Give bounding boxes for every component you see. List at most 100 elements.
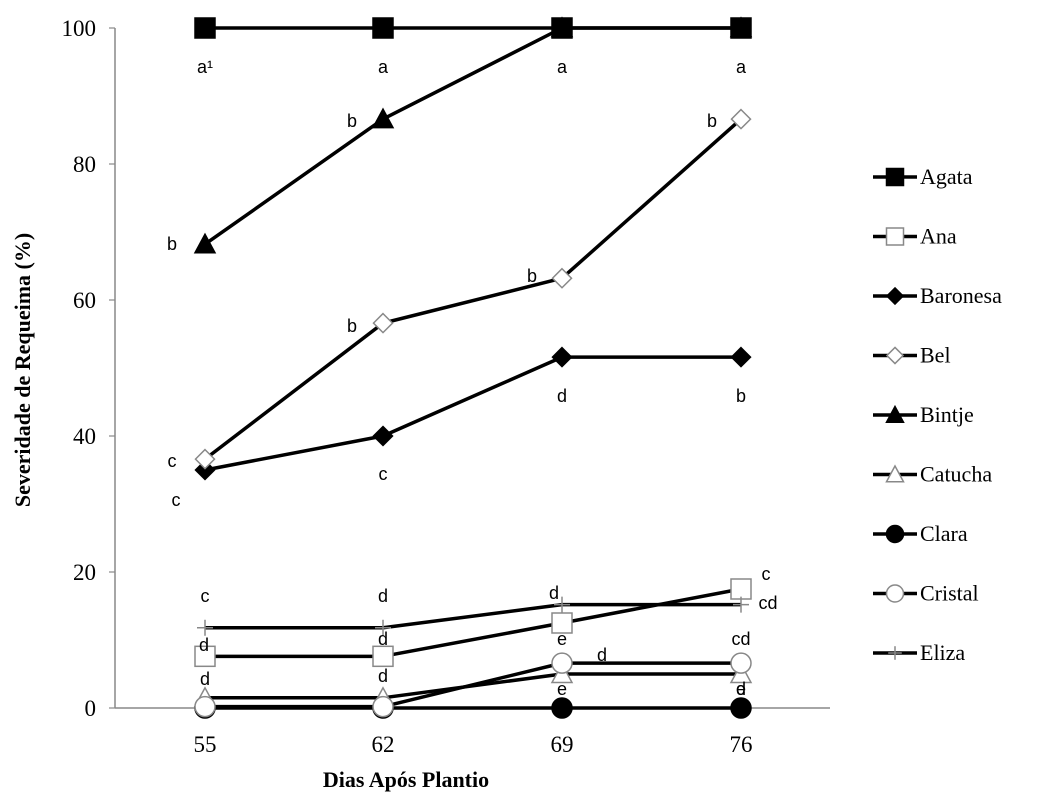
significance-letter: e bbox=[557, 629, 567, 649]
y-tick-label: 0 bbox=[85, 696, 97, 721]
data-point bbox=[372, 645, 394, 668]
data-point bbox=[729, 16, 753, 38]
legend-item-clara: Clara bbox=[873, 521, 968, 546]
data-point bbox=[730, 578, 752, 600]
legend-label: Cristal bbox=[920, 581, 979, 606]
legend-item-bel: Bel bbox=[873, 343, 951, 368]
legend-label: Agata bbox=[920, 164, 973, 189]
significance-letter: b bbox=[707, 111, 717, 131]
legend-marker bbox=[888, 646, 902, 660]
significance-letter: d bbox=[736, 679, 746, 699]
series-line bbox=[205, 661, 741, 709]
legend-label: Clara bbox=[920, 521, 968, 546]
data-point bbox=[372, 312, 394, 334]
significance-letter: d bbox=[597, 645, 607, 665]
x-ticks: 55 62 69 76 bbox=[194, 732, 753, 757]
significance-letter: d bbox=[378, 629, 388, 649]
significance-letter: d bbox=[557, 386, 567, 406]
data-point bbox=[551, 652, 573, 674]
data-point bbox=[193, 232, 217, 254]
series-baronesa bbox=[194, 346, 752, 481]
legend-item-bintje: Bintje bbox=[873, 402, 974, 427]
significance-letter: b bbox=[347, 316, 357, 336]
data-point bbox=[551, 267, 573, 289]
significance-letter: cd bbox=[758, 593, 777, 613]
legend-item-baronesa: Baronesa bbox=[873, 283, 1002, 308]
legend-marker bbox=[885, 286, 905, 306]
legend-label: Ana bbox=[920, 224, 957, 249]
data-point bbox=[730, 346, 752, 368]
y-tick-label: 100 bbox=[62, 16, 97, 41]
legend-item-cristal: Cristal bbox=[873, 581, 979, 606]
legend: Agata Ana Baronesa Bel Bintje Catucha Clara Cri… bbox=[873, 164, 1002, 665]
significance-letter: a bbox=[736, 57, 747, 77]
data-point bbox=[375, 619, 391, 636]
significance-letter: a¹ bbox=[197, 57, 213, 77]
data-point bbox=[194, 459, 216, 481]
x-axis-title: Dias Após Plantio bbox=[323, 767, 489, 792]
legend-label: Bel bbox=[920, 343, 951, 368]
data-point bbox=[372, 425, 394, 447]
significance-letter: b bbox=[527, 266, 537, 286]
data-point bbox=[372, 695, 394, 718]
data-point bbox=[194, 645, 216, 668]
significance-letter: d bbox=[199, 635, 209, 655]
significance-letter: a bbox=[557, 57, 568, 77]
data-point bbox=[551, 697, 573, 719]
series-line bbox=[205, 587, 742, 659]
series-eliza bbox=[197, 596, 749, 636]
significance-letter: d bbox=[378, 666, 388, 686]
significance-letter: a bbox=[378, 57, 389, 77]
data-point bbox=[194, 448, 216, 470]
y-tick-label: 80 bbox=[73, 152, 96, 177]
significance-letter: b bbox=[347, 111, 357, 131]
y-ticks: 0 20 40 60 80 100 bbox=[62, 16, 115, 721]
significance-letter: cd bbox=[731, 629, 750, 649]
significance-letter: c bbox=[201, 586, 210, 606]
legend-item-eliza: Eliza bbox=[873, 640, 965, 665]
legend-marker bbox=[885, 464, 905, 483]
significance-letter: e bbox=[557, 679, 567, 699]
y-axis-title: Severidade de Requeima (%) bbox=[10, 233, 35, 507]
significance-letter: d bbox=[200, 669, 210, 689]
data-point bbox=[733, 596, 749, 613]
y-tick-label: 40 bbox=[73, 424, 96, 449]
series-line bbox=[203, 117, 743, 461]
legend-item-ana: Ana bbox=[873, 224, 957, 249]
significance-letter: b bbox=[167, 234, 177, 254]
legend-label: Catucha bbox=[920, 462, 992, 487]
legend-marker bbox=[885, 584, 905, 603]
series-bel bbox=[194, 108, 752, 470]
legend-label: Baronesa bbox=[920, 283, 1002, 308]
legend-marker bbox=[885, 167, 905, 187]
significance-letter: e bbox=[736, 679, 746, 699]
legend-marker bbox=[885, 524, 905, 544]
significance-letter: b bbox=[736, 386, 746, 406]
legend-item-catucha: Catucha bbox=[873, 462, 992, 487]
legend-marker bbox=[885, 346, 905, 365]
series-lines bbox=[193, 16, 753, 719]
data-point bbox=[197, 619, 213, 636]
significance-letter: d bbox=[378, 586, 388, 606]
data-point bbox=[730, 697, 752, 719]
x-tick-label: 76 bbox=[730, 732, 753, 757]
y-tick-label: 20 bbox=[73, 560, 96, 585]
series-line bbox=[203, 26, 741, 246]
significance-letter: c bbox=[168, 451, 177, 471]
x-tick-label: 69 bbox=[551, 732, 574, 757]
significance-letter: c bbox=[172, 490, 181, 510]
legend-marker bbox=[885, 404, 905, 423]
series-line bbox=[204, 355, 741, 472]
series-cristal bbox=[194, 652, 752, 718]
data-point bbox=[194, 17, 216, 39]
data-point bbox=[372, 17, 394, 39]
y-tick-label: 60 bbox=[73, 288, 96, 313]
legend-label: Eliza bbox=[920, 640, 965, 665]
data-point bbox=[551, 346, 573, 368]
x-tick-label: 55 bbox=[194, 732, 217, 757]
significance-letter: c bbox=[762, 564, 771, 584]
data-point bbox=[730, 108, 752, 130]
